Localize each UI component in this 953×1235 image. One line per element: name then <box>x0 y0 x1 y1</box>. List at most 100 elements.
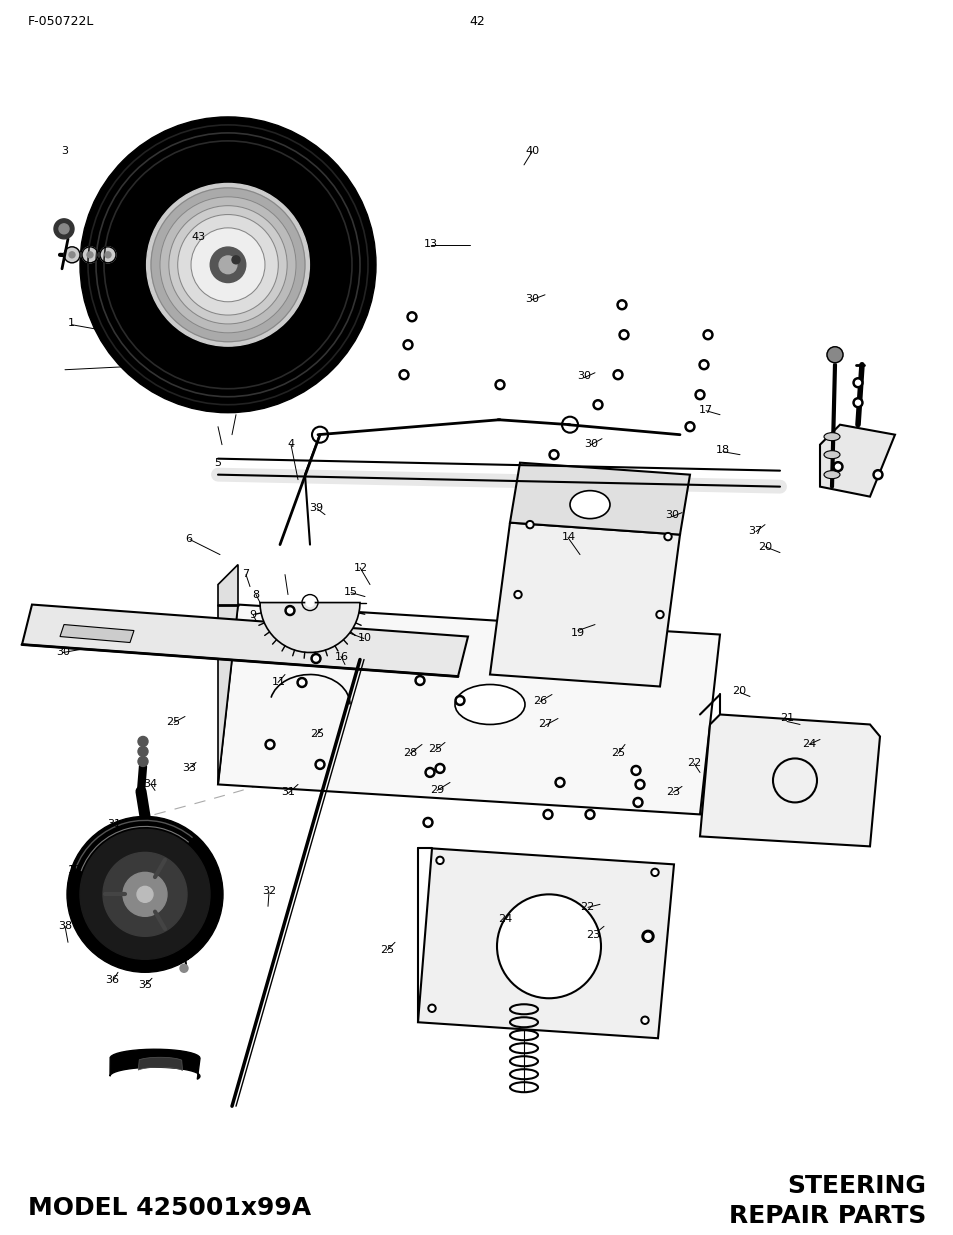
Text: 22: 22 <box>687 758 700 768</box>
Circle shape <box>287 608 293 613</box>
Circle shape <box>644 934 650 940</box>
Circle shape <box>82 247 98 263</box>
Circle shape <box>417 678 422 683</box>
Circle shape <box>425 820 430 825</box>
Circle shape <box>407 311 416 322</box>
Text: 28: 28 <box>403 748 416 758</box>
Circle shape <box>514 590 521 599</box>
Circle shape <box>401 372 406 377</box>
Text: 14: 14 <box>561 532 575 542</box>
Text: 39: 39 <box>310 504 323 514</box>
Text: 24: 24 <box>801 740 815 750</box>
Circle shape <box>633 768 638 773</box>
Circle shape <box>613 369 622 379</box>
Circle shape <box>497 382 502 388</box>
Circle shape <box>584 809 595 819</box>
Text: 1: 1 <box>68 319 75 329</box>
Circle shape <box>641 930 654 942</box>
Text: 30: 30 <box>577 372 590 382</box>
Circle shape <box>59 224 69 233</box>
Circle shape <box>424 767 435 778</box>
Circle shape <box>191 227 265 301</box>
Circle shape <box>687 424 692 430</box>
Circle shape <box>545 811 550 816</box>
Circle shape <box>635 779 644 789</box>
Text: 9: 9 <box>249 610 256 620</box>
Circle shape <box>105 252 111 258</box>
Circle shape <box>658 613 661 616</box>
Circle shape <box>855 380 860 385</box>
Polygon shape <box>700 715 879 846</box>
Circle shape <box>872 469 882 479</box>
Circle shape <box>663 532 671 541</box>
Text: 26: 26 <box>533 697 546 706</box>
Ellipse shape <box>455 684 524 725</box>
Circle shape <box>620 332 626 337</box>
Text: 6: 6 <box>185 535 193 545</box>
Text: 7: 7 <box>242 569 250 579</box>
Text: 25: 25 <box>428 745 441 755</box>
Circle shape <box>435 763 444 773</box>
Ellipse shape <box>569 490 609 519</box>
Circle shape <box>398 369 409 379</box>
Circle shape <box>180 965 188 972</box>
Circle shape <box>695 390 704 400</box>
Ellipse shape <box>823 451 840 458</box>
Circle shape <box>405 342 410 347</box>
Text: 17: 17 <box>699 405 712 415</box>
Polygon shape <box>417 848 673 1039</box>
Circle shape <box>637 782 641 787</box>
Circle shape <box>557 781 562 785</box>
Circle shape <box>832 462 842 472</box>
Circle shape <box>314 760 325 769</box>
Circle shape <box>525 521 534 529</box>
Circle shape <box>587 811 592 816</box>
Text: 23: 23 <box>666 787 679 798</box>
Text: 36: 36 <box>106 974 119 984</box>
Text: 43: 43 <box>192 232 205 242</box>
Text: 19: 19 <box>571 629 584 638</box>
Circle shape <box>548 450 558 459</box>
Circle shape <box>437 766 442 771</box>
Circle shape <box>267 742 273 747</box>
Ellipse shape <box>823 471 840 479</box>
Circle shape <box>314 656 318 661</box>
Circle shape <box>875 472 880 477</box>
Text: REPAIR PARTS: REPAIR PARTS <box>728 1204 925 1228</box>
Circle shape <box>633 798 642 808</box>
Polygon shape <box>60 625 133 642</box>
Text: 15: 15 <box>344 588 357 598</box>
Circle shape <box>69 252 75 258</box>
Circle shape <box>555 778 564 788</box>
Text: 12: 12 <box>354 563 367 573</box>
Circle shape <box>296 678 307 688</box>
Circle shape <box>123 872 167 916</box>
Text: 30: 30 <box>584 440 598 450</box>
Circle shape <box>618 330 628 340</box>
Circle shape <box>697 393 701 398</box>
Circle shape <box>219 256 236 274</box>
Text: 20: 20 <box>758 542 771 552</box>
Circle shape <box>64 247 80 263</box>
Polygon shape <box>490 522 679 687</box>
Circle shape <box>54 219 74 238</box>
Circle shape <box>437 858 441 862</box>
Text: 18: 18 <box>716 446 729 456</box>
Circle shape <box>232 256 240 264</box>
Text: 27: 27 <box>538 720 552 730</box>
Text: 21: 21 <box>780 714 793 724</box>
Circle shape <box>700 362 706 367</box>
Circle shape <box>147 184 309 346</box>
Circle shape <box>299 680 304 685</box>
Text: 30: 30 <box>525 294 538 304</box>
Circle shape <box>311 653 320 663</box>
Circle shape <box>495 379 504 390</box>
Circle shape <box>542 809 553 819</box>
Circle shape <box>436 856 443 864</box>
Circle shape <box>595 403 599 408</box>
Text: 41: 41 <box>170 183 183 193</box>
Circle shape <box>103 852 187 936</box>
Circle shape <box>618 303 624 308</box>
Circle shape <box>151 188 305 342</box>
Text: 30: 30 <box>665 510 679 520</box>
